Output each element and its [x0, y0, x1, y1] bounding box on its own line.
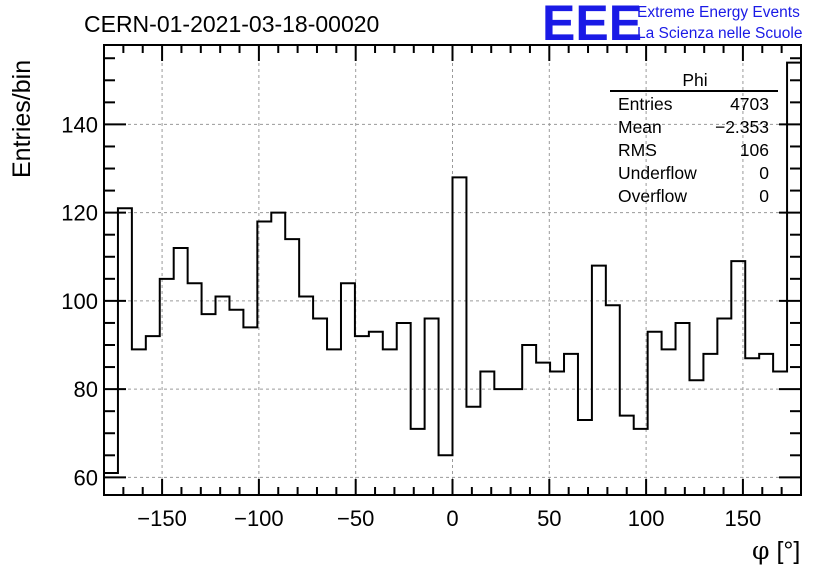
x-tick-label: 150 [725, 506, 762, 531]
stats-row-value: −2.353 [715, 117, 769, 137]
x-tick-label: 50 [537, 506, 561, 531]
stats-row-label: Overflow [618, 186, 687, 206]
stats-row-label: Entries [618, 94, 673, 114]
stats-title: Phi [682, 70, 707, 90]
y-tick-label: 80 [74, 377, 98, 402]
stats-row-value: 0 [759, 186, 769, 206]
stats-row-value: 0 [759, 163, 769, 183]
x-tick-label: −50 [337, 506, 374, 531]
y-tick-label: 140 [61, 112, 98, 137]
stats-row-value: 106 [740, 140, 769, 160]
x-axis-label: φ [°] [752, 536, 800, 566]
y-tick-label: 120 [61, 201, 98, 226]
logo-line-1: Extreme Energy Events [637, 4, 800, 21]
stats-row-value: 4703 [730, 94, 769, 114]
y-tick-label: 100 [61, 289, 98, 314]
logo-line-2: La Scienza nelle Scuole [637, 25, 803, 42]
x-axis-unit: [°] [776, 537, 801, 565]
stats-box: Phi Entries 4703 Mean −2.353 RMS 106 Underflow… [610, 70, 778, 206]
stats-row-label: Underflow [618, 163, 697, 183]
axis-ticks: −150 −100 −50 0 50 100 150 60 80 100 120 140 [61, 45, 802, 531]
histogram-line [103, 61, 802, 495]
x-axis-symbol: φ [752, 536, 770, 565]
x-tick-label: −150 [137, 506, 187, 531]
y-tick-label: 60 [74, 465, 98, 490]
chart-title: CERN-01-2021-03-18-00020 [84, 11, 380, 37]
x-tick-label: 0 [446, 506, 458, 531]
stats-row-label: Mean [618, 117, 662, 137]
stats-row-label: RMS [618, 140, 657, 160]
x-tick-label: −100 [234, 506, 284, 531]
x-tick-label: 100 [628, 506, 665, 531]
y-axis-label: Entries/bin [8, 59, 36, 178]
eee-logo: EEE [542, 0, 643, 51]
